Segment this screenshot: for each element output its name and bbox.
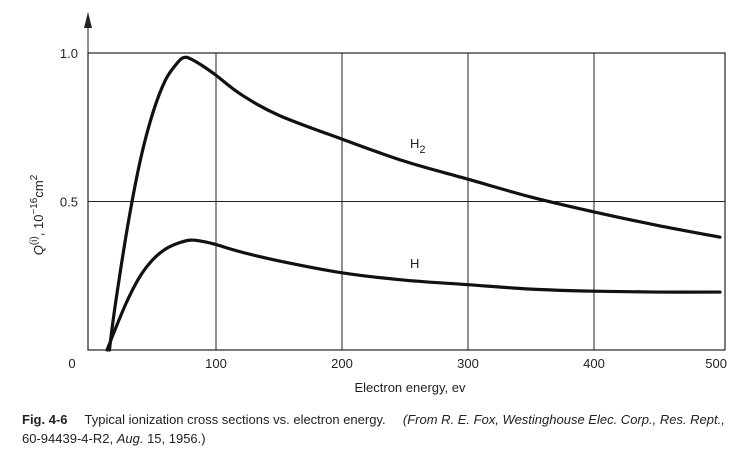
figure-caption: Fig. 4-6 Typical ionization cross sectio… — [22, 410, 732, 448]
caption-text: Typical ionization cross sections vs. el… — [84, 412, 386, 427]
caption-report-number: 60-94439-4-R2, — [22, 431, 114, 446]
x-tick-label: 300 — [457, 356, 479, 371]
series-label-1: H — [410, 256, 419, 271]
y-axis-arrowhead — [84, 12, 92, 28]
x-tick-label: 500 — [705, 356, 727, 371]
x-tick-label: 400 — [583, 356, 605, 371]
x-axis-label: Electron energy, ev — [354, 380, 466, 395]
caption-source: (From R. E. Fox, Westinghouse Elec. Corp… — [402, 412, 725, 427]
curves — [105, 55, 722, 352]
series-label-0: H2 — [410, 136, 426, 156]
series-line-0 — [107, 55, 722, 352]
y-tick-labels: 0.5 1.0 — [60, 46, 78, 210]
y-tick-label: 0.5 — [60, 195, 78, 210]
x-tick-label: 100 — [205, 356, 227, 371]
y-axis-label: Q(i), 10−16cm2 — [29, 174, 46, 255]
x-tick-labels: 0 100 200 300 400 500 — [68, 356, 727, 371]
caption-date-label: Aug. — [116, 431, 144, 446]
figure-number: Fig. 4-6 — [22, 412, 68, 427]
y-tick-label: 1.0 — [60, 46, 78, 61]
grid — [84, 12, 726, 351]
caption-date: 15, 1956.) — [147, 431, 206, 446]
x-tick-label: 200 — [331, 356, 353, 371]
chart: 0 100 200 300 400 500 0.5 1.0 H2 H Electron ene… — [29, 12, 727, 395]
x-tick-label: 0 — [68, 356, 75, 371]
series-labels: H2 H — [410, 136, 426, 271]
series-line-1 — [105, 238, 722, 352]
